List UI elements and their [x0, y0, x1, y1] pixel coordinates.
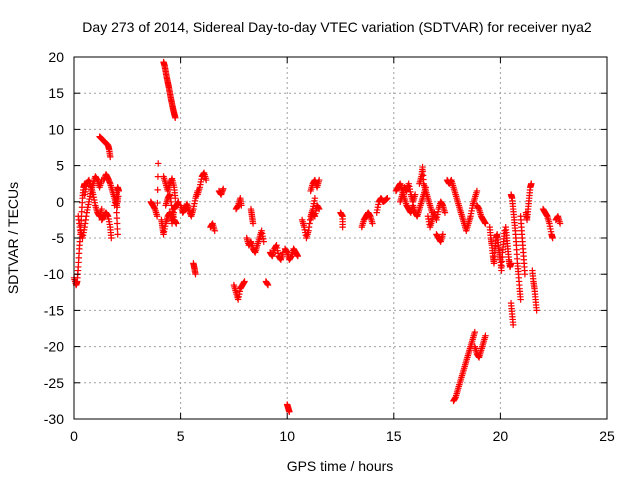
data-point: [113, 214, 121, 222]
y-tick-label: 10: [48, 121, 64, 137]
data-point: [113, 209, 120, 216]
data-point: [482, 220, 489, 227]
data-point: [192, 271, 199, 278]
axis-ticks: 0 5 10 15 20 25 20 15 10 5 0 -5 -10 -15 -20 -25 -30: [44, 49, 615, 444]
y-tick-label: 0: [56, 194, 64, 210]
y-tick-label: -5: [52, 230, 65, 246]
data-point: [238, 202, 245, 209]
data-point: [154, 173, 162, 180]
data-points: [70, 58, 564, 415]
data-point: [173, 220, 180, 227]
data-point: [315, 176, 323, 184]
data-point: [108, 234, 115, 242]
data-point: [154, 199, 161, 207]
data-point: [556, 220, 564, 227]
data-point: [482, 332, 489, 339]
data-point: [114, 198, 121, 205]
x-tick-label: 20: [493, 428, 509, 444]
data-point: [473, 187, 481, 195]
y-tick-label: -30: [44, 411, 64, 427]
data-point: [294, 252, 302, 260]
y-tick-label: -15: [44, 302, 64, 318]
x-axis-label: GPS time / hours: [287, 458, 394, 474]
data-point: [113, 220, 121, 227]
data-point: [369, 220, 376, 227]
data-point: [202, 176, 210, 184]
data-point: [172, 114, 179, 122]
data-point: [264, 281, 272, 289]
data-point: [441, 209, 449, 216]
data-point: [528, 180, 535, 187]
x-tick-label: 25: [599, 428, 615, 444]
data-point: [260, 238, 267, 245]
x-tick-label: 5: [177, 428, 185, 444]
y-tick-label: -10: [44, 266, 64, 282]
data-point: [411, 191, 419, 198]
data-point: [517, 296, 524, 303]
y-tick-label: -25: [44, 375, 64, 391]
data-point: [115, 187, 122, 195]
data-point: [549, 234, 556, 242]
data-point: [114, 231, 121, 238]
data-point: [113, 204, 121, 211]
data-point: [384, 194, 391, 202]
data-point: [220, 185, 227, 192]
y-tick-label: 20: [48, 49, 64, 65]
data-point: [507, 260, 515, 267]
data-point: [211, 227, 218, 234]
data-point: [107, 153, 114, 161]
y-tick-label: 15: [48, 85, 64, 101]
x-tick-label: 0: [70, 428, 78, 444]
data-point: [315, 205, 323, 213]
data-point: [154, 186, 161, 194]
data-point: [249, 220, 257, 227]
data-point: [509, 321, 517, 329]
data-point: [286, 408, 293, 415]
x-tick-label: 15: [386, 428, 402, 444]
data-point: [155, 160, 162, 167]
y-tick-label: -20: [44, 339, 64, 355]
data-point: [153, 213, 161, 220]
x-tick-label: 10: [279, 428, 295, 444]
data-point: [241, 278, 248, 285]
data-point: [175, 198, 182, 205]
data-point: [98, 205, 105, 213]
data-point: [521, 271, 529, 278]
data-point: [533, 307, 540, 314]
data-point: [115, 193, 122, 200]
chart-title: Day 273 of 2014, Sidereal Day-to-day VTE…: [82, 19, 592, 35]
data-point: [339, 223, 346, 231]
data-point: [114, 225, 121, 233]
grid: [74, 57, 607, 419]
data-point: [471, 328, 479, 336]
y-tick-label: 5: [56, 158, 64, 174]
data-point: [311, 194, 319, 202]
y-axis-label: SDTVAR / TECUs: [5, 182, 21, 294]
data-point: [439, 231, 447, 238]
